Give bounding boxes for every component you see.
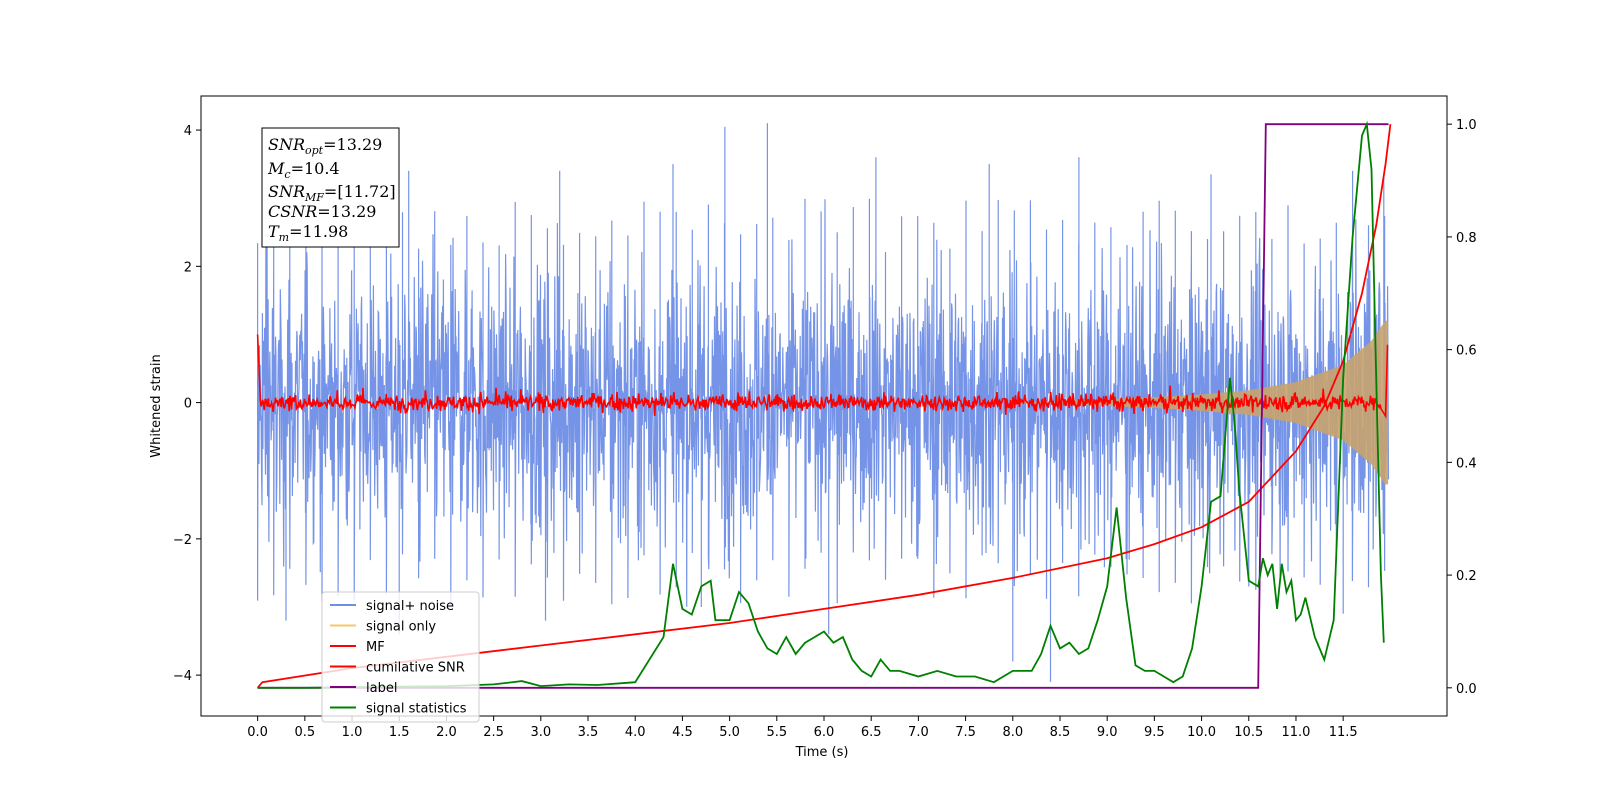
y-tick-label: 0 bbox=[184, 397, 192, 412]
y2-tick-label: 0.6 bbox=[1456, 344, 1477, 359]
y-tick-label: −4 bbox=[173, 669, 192, 684]
x-axis-label: Time (s) bbox=[795, 745, 849, 760]
y2-tick-label: 0.2 bbox=[1456, 569, 1477, 584]
x-tick-label: 5.5 bbox=[766, 725, 787, 740]
y-tick-label: −2 bbox=[173, 533, 192, 548]
x-tick-label: 4.0 bbox=[625, 725, 646, 740]
y-axis-label: Whitened strain bbox=[149, 354, 164, 457]
legend-label: signal+ noise bbox=[366, 599, 454, 614]
annotation-mc: Mc=10.4 bbox=[267, 159, 340, 181]
x-tick-label: 8.5 bbox=[1050, 725, 1071, 740]
x-tick-label: 10.0 bbox=[1187, 725, 1216, 740]
x-tick-label: 9.5 bbox=[1144, 725, 1165, 740]
legend-label: cumilative SNR bbox=[366, 661, 465, 676]
y2-tick-label: 0.4 bbox=[1456, 456, 1477, 471]
x-tick-label: 1.0 bbox=[342, 725, 363, 740]
x-tick-label: 2.5 bbox=[483, 725, 504, 740]
snr-annotation: SNRopt=13.29 Mc=10.4 SNRMF=[11.72] CSNR=… bbox=[261, 127, 400, 248]
legend: signal+ noise signal only MF cumilative SNR… bbox=[321, 591, 480, 723]
legend-label: label bbox=[366, 681, 397, 696]
x-tick-label: 9.0 bbox=[1097, 725, 1118, 740]
annotation-csnr: CSNR=13.29 bbox=[268, 202, 376, 221]
series-signal-statistics bbox=[257, 120, 1385, 689]
y-tick-label: 2 bbox=[184, 260, 192, 275]
x-tick-label: 8.0 bbox=[1002, 725, 1023, 740]
annotation-box bbox=[261, 127, 400, 248]
annotation-tm: Tm=11.98 bbox=[268, 222, 348, 244]
legend-box bbox=[321, 591, 480, 723]
y2-tick-label: 0.0 bbox=[1456, 682, 1477, 697]
x-tick-label: 11.0 bbox=[1281, 725, 1310, 740]
x-tick-label: 5.0 bbox=[719, 725, 740, 740]
x-tick-label: 6.0 bbox=[814, 725, 835, 740]
x-tick-label: 0.5 bbox=[294, 725, 315, 740]
annotation-snr-mf: SNRMF=[11.72] bbox=[268, 182, 396, 204]
series-label bbox=[257, 123, 1389, 689]
x-tick-label: 4.5 bbox=[672, 725, 693, 740]
x-tick-label: 7.5 bbox=[955, 725, 976, 740]
y2-tick-label: 0.8 bbox=[1456, 231, 1477, 246]
legend-label: signal statistics bbox=[366, 702, 467, 717]
y2-tick-label: 1.0 bbox=[1456, 118, 1477, 133]
series-mf bbox=[256, 334, 1389, 419]
x-tick-label: 3.0 bbox=[530, 725, 551, 740]
ticks-layer: 0.0 0.5 1.0 1.5 2.0 2.5 3.0 3.5 4.0 4.5 5.0 5.5 6.0 6… bbox=[173, 118, 1477, 740]
x-tick-label: 0.0 bbox=[247, 725, 268, 740]
x-tick-label: 7.0 bbox=[908, 725, 929, 740]
series-signal-only bbox=[1012, 320, 1389, 485]
legend-label: MF bbox=[366, 640, 385, 655]
legend-label: signal only bbox=[366, 620, 436, 635]
x-tick-label: 11.5 bbox=[1329, 725, 1358, 740]
x-tick-label: 3.5 bbox=[578, 725, 599, 740]
annotation-snr-opt: SNRopt=13.29 bbox=[268, 135, 382, 157]
x-tick-label: 10.5 bbox=[1234, 725, 1263, 740]
x-tick-label: 2.0 bbox=[436, 725, 457, 740]
y-tick-label: 4 bbox=[184, 124, 192, 139]
series-signal-noise bbox=[257, 123, 1390, 682]
x-tick-label: 1.5 bbox=[389, 725, 410, 740]
x-tick-label: 6.5 bbox=[861, 725, 882, 740]
